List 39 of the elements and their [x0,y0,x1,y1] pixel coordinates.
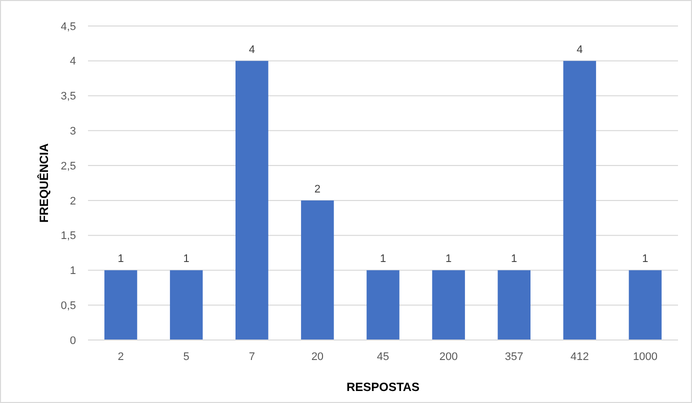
data-label: 4 [248,44,255,56]
x-tick-label: 1000 [632,351,658,363]
x-tick-label: 20 [311,351,324,363]
x-tick-label: 200 [439,351,458,363]
data-label: 1 [183,253,190,266]
y-tick-label: 2 [70,195,76,208]
data-label: 4 [576,44,583,56]
x-tick-label: 2 [118,351,124,363]
bar [628,270,662,340]
bar [301,200,334,340]
data-label: 1 [445,253,452,266]
x-tick-label: 5 [183,351,190,363]
y-tick-label: 4 [70,56,76,68]
y-tick-label: 0 [70,334,76,347]
y-tick-label: 1 [70,265,76,278]
data-label: 1 [642,253,648,266]
y-tick-label: 3,5 [60,90,76,103]
bar [498,270,530,340]
data-label: 1 [511,253,518,266]
x-axis-title: RESPOSTAS [346,380,420,394]
bar [432,270,465,340]
bar [170,270,203,340]
y-tick-label: 0,5 [60,300,76,312]
y-axis-title: FREQUÊNCIA [37,143,51,223]
y-tick-label: 2,5 [60,160,76,172]
bar [104,270,138,340]
data-label: 2 [314,183,321,196]
x-tick-label: 45 [376,351,390,363]
x-tick-label: 7 [248,351,255,363]
bar [236,60,268,340]
y-tick-label: 3 [70,126,76,138]
x-tick-label: 412 [570,351,589,363]
x-tick-label: 357 [504,351,524,363]
bar [563,60,596,340]
y-tick-label: 4,5 [60,20,76,33]
data-label: 1 [118,253,124,266]
bar [366,270,400,340]
y-tick-label: 1,5 [60,230,76,242]
data-label: 1 [380,253,386,266]
